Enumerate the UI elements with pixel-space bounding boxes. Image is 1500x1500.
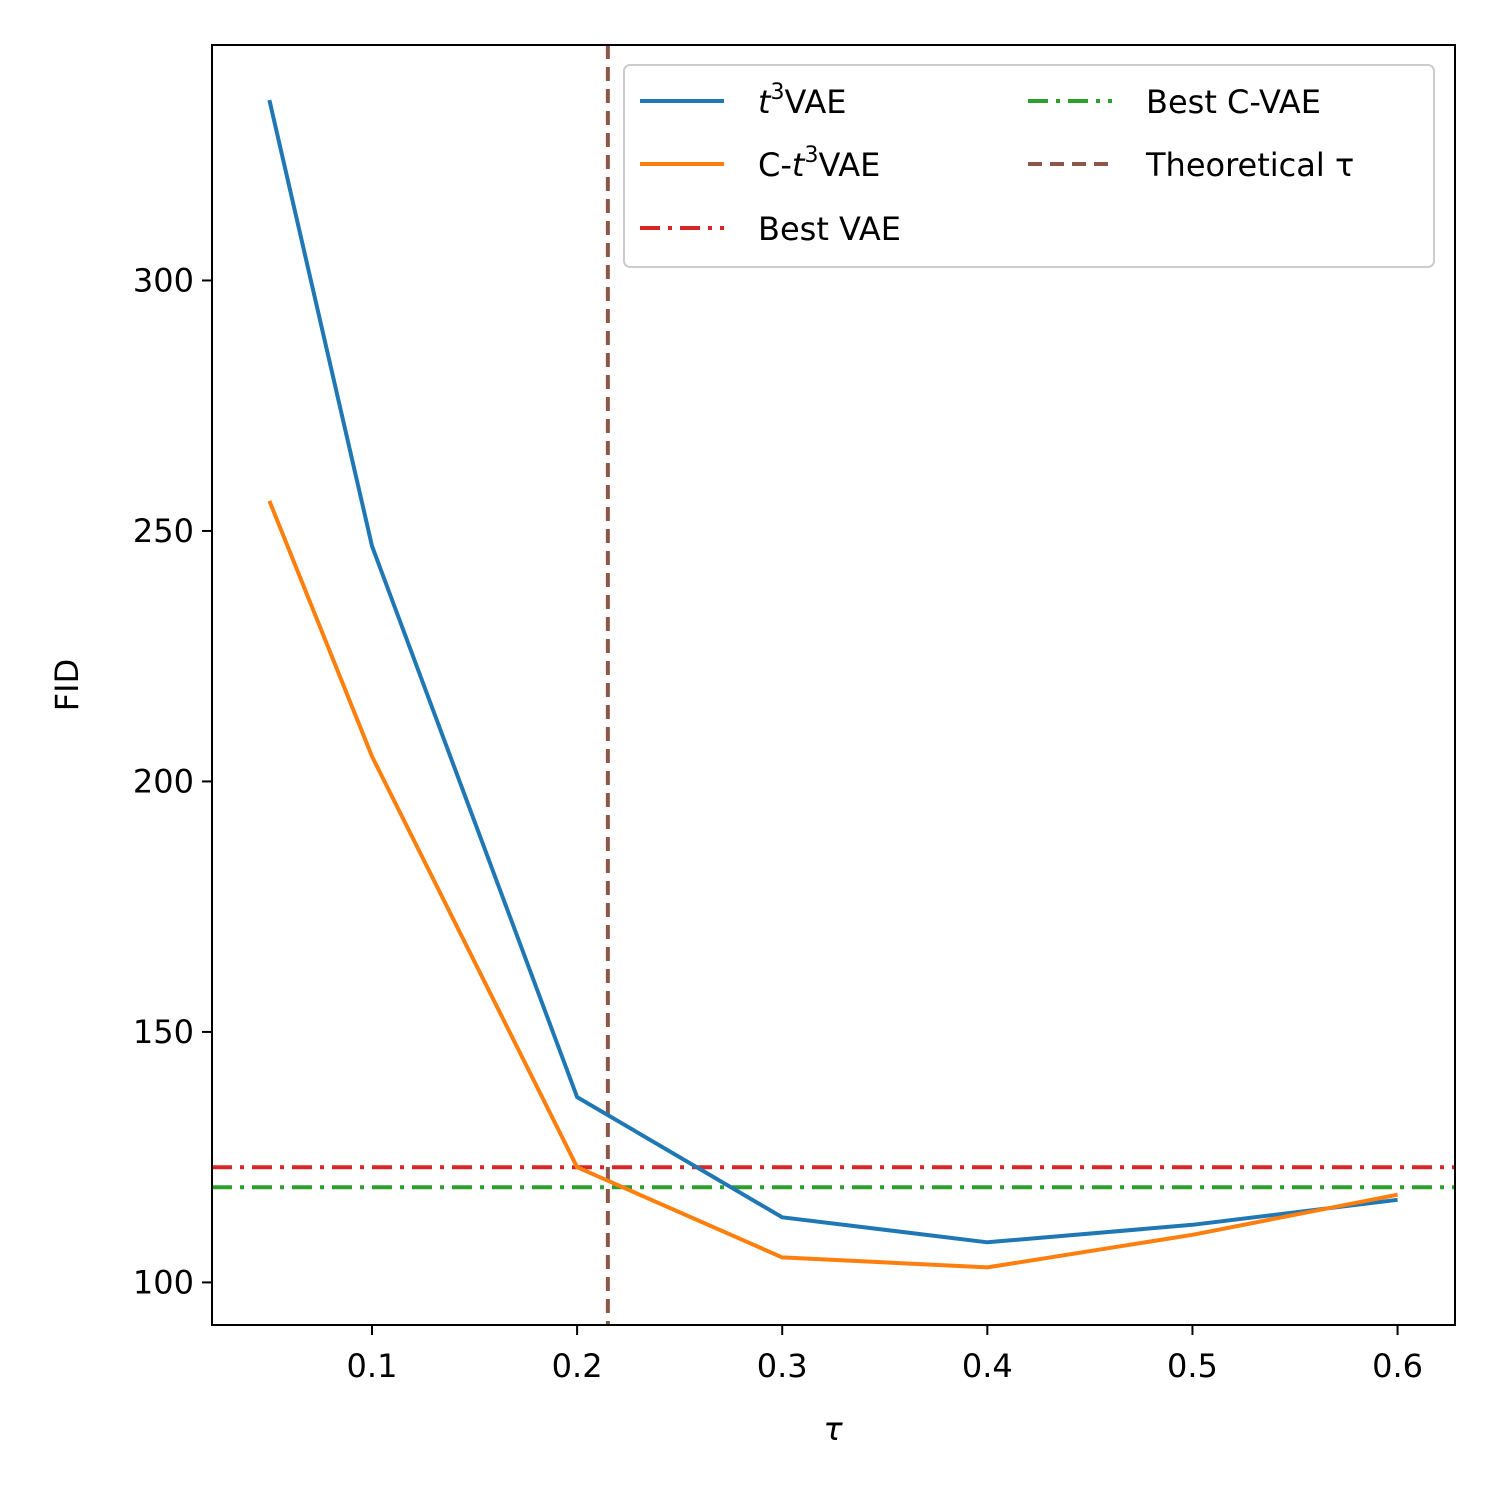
series-line-2 xyxy=(267,500,1398,1270)
plot-frame xyxy=(211,44,1456,1326)
y-tick-label: 250 xyxy=(133,512,194,550)
y-tick-label: 200 xyxy=(133,762,194,800)
legend-label-4: Best C-VAE xyxy=(1146,83,1321,121)
x-tick-label: 0.2 xyxy=(552,1347,603,1385)
legend-label-1: t3VAE xyxy=(758,80,847,121)
legend-label-2: C-t3VAE xyxy=(758,143,880,184)
x-axis-label: τ xyxy=(823,1410,843,1448)
y-tick-label: 300 xyxy=(133,261,194,299)
x-tick-label: 0.4 xyxy=(962,1347,1013,1385)
legend-label-5: Theoretical τ xyxy=(1145,146,1354,184)
legend: t3VAE C-t3VAE Best VAE Best C-VAE Theoretica… xyxy=(623,64,1435,268)
x-tick-label: 0.1 xyxy=(347,1347,398,1385)
y-axis-label: FID xyxy=(48,659,86,711)
series-line-1 xyxy=(267,99,1398,1245)
x-tick-label: 0.6 xyxy=(1372,1347,1423,1385)
x-tick-label: 0.3 xyxy=(757,1347,808,1385)
legend-label-3: Best VAE xyxy=(758,210,901,248)
y-tick-label: 100 xyxy=(133,1263,194,1301)
x-tick-label: 0.5 xyxy=(1167,1347,1218,1385)
y-tick-label: 150 xyxy=(133,1013,194,1051)
